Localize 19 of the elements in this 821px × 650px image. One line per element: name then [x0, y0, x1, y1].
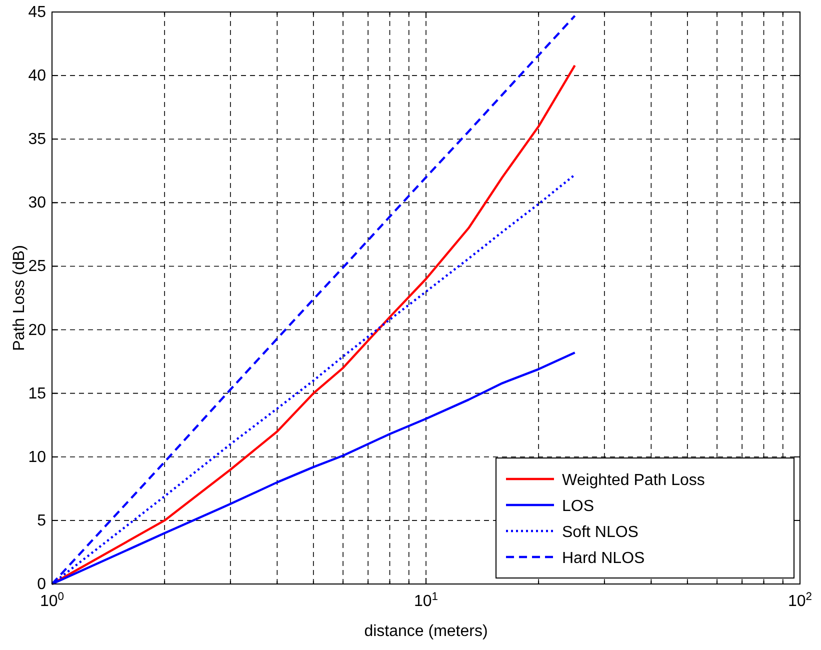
legend-label: Hard NLOS: [562, 550, 645, 567]
y-tick-label: 30: [28, 194, 46, 212]
y-tick-label: 25: [28, 258, 46, 276]
y-tick-label: 20: [28, 322, 46, 339]
y-tick-label: 0: [37, 576, 46, 593]
x-tick-label: 10$^{2}$: [788, 591, 812, 610]
x-tick-label: 10$^{0}$: [40, 591, 64, 610]
x-axis-title: distance (meters): [364, 623, 488, 640]
y-tick-label: 35: [28, 131, 46, 148]
legend-label: Soft NLOS: [562, 524, 638, 541]
y-tick-label: 40: [28, 68, 46, 85]
y-tick-label: 10: [28, 448, 46, 466]
legend-label: Weighted Path Loss: [562, 472, 705, 489]
x-tick-label: 10$^{1}$: [414, 591, 438, 610]
legend-label: LOS: [562, 498, 594, 515]
y-axis-title: Path Loss (dB): [11, 245, 28, 351]
y-tick-label: 15: [28, 385, 46, 402]
y-tick-label: 45: [28, 4, 46, 21]
y-tick-label: 5: [37, 512, 46, 530]
